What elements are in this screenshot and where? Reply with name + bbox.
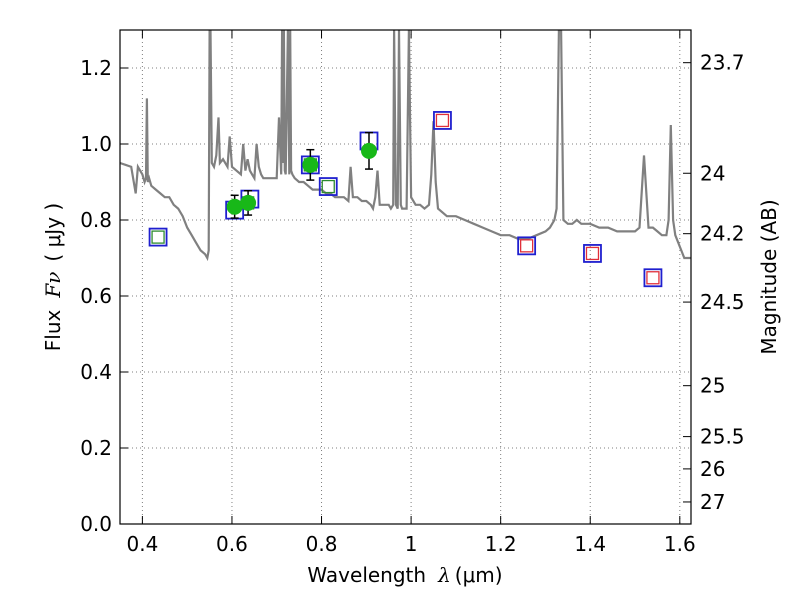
plot-data-layer	[120, 30, 691, 288]
x-tick-label: 1.4	[574, 532, 606, 556]
y2-tick-label: 25.5	[700, 425, 745, 449]
model-magnitude-square	[151, 230, 165, 244]
x-tick-label: 0.6	[216, 532, 248, 556]
fitted-photometry-square	[433, 111, 452, 130]
y-tick-label: 0.4	[80, 360, 112, 384]
model-magnitude-square	[321, 179, 335, 194]
model-magnitude-square	[646, 271, 660, 285]
y2-tick-label: 24.5	[700, 290, 745, 314]
plot-frame	[119, 29, 692, 525]
observed-flux-point	[226, 198, 243, 215]
observed-flux-point	[302, 156, 319, 173]
observed-flux-point	[240, 194, 257, 211]
y2-tick-label: 24.2	[700, 222, 745, 246]
x-axis-title: Wavelength λ (μm)	[307, 563, 502, 587]
y-tick-label: 0.0	[80, 512, 112, 536]
fitted-photometry-square	[583, 244, 602, 263]
fitted-photometry-square	[148, 227, 168, 247]
y2-tick-label: 27	[700, 490, 725, 514]
model-magnitude-square	[435, 113, 450, 128]
axis-ticks: 0.4 0.6 0.8 1 1.2 1.4 1.6 0.0 0.2 0.4 0.6 0.8 1.0 1.2…	[80, 30, 745, 556]
y-tick-label: 0.8	[80, 208, 112, 232]
y2-tick-label: 24	[700, 161, 725, 185]
x-tick-label: 0.8	[306, 532, 338, 556]
y2-tick-label: 25	[700, 374, 725, 398]
y2-tick-label: 26	[700, 457, 725, 481]
y-tick-label: 1.2	[80, 56, 112, 80]
model-magnitude-square	[585, 246, 600, 261]
y2-tick-label: 23.7	[700, 51, 745, 75]
model-magnitude-square	[519, 239, 534, 253]
spectrum-line	[120, 30, 691, 262]
y2-axis-title: Magnitude (AB)	[757, 199, 781, 354]
y-tick-label: 0.2	[80, 436, 112, 460]
y-axis-title: FluxFν( μJy )	[41, 203, 65, 351]
grid-lines	[120, 30, 691, 525]
x-tick-label: 1.6	[664, 532, 696, 556]
observed-flux-point	[361, 142, 378, 159]
fitted-photometry-square	[643, 268, 663, 288]
fitted-photometry-square	[318, 177, 338, 196]
y-tick-label: 0.6	[80, 284, 112, 308]
x-tick-label: 0.4	[126, 532, 158, 556]
x-tick-label: 1.2	[485, 532, 517, 556]
y-tick-label: 1.0	[80, 132, 112, 156]
x-tick-label: 1	[405, 532, 418, 556]
fitted-photometry-square	[517, 236, 537, 256]
